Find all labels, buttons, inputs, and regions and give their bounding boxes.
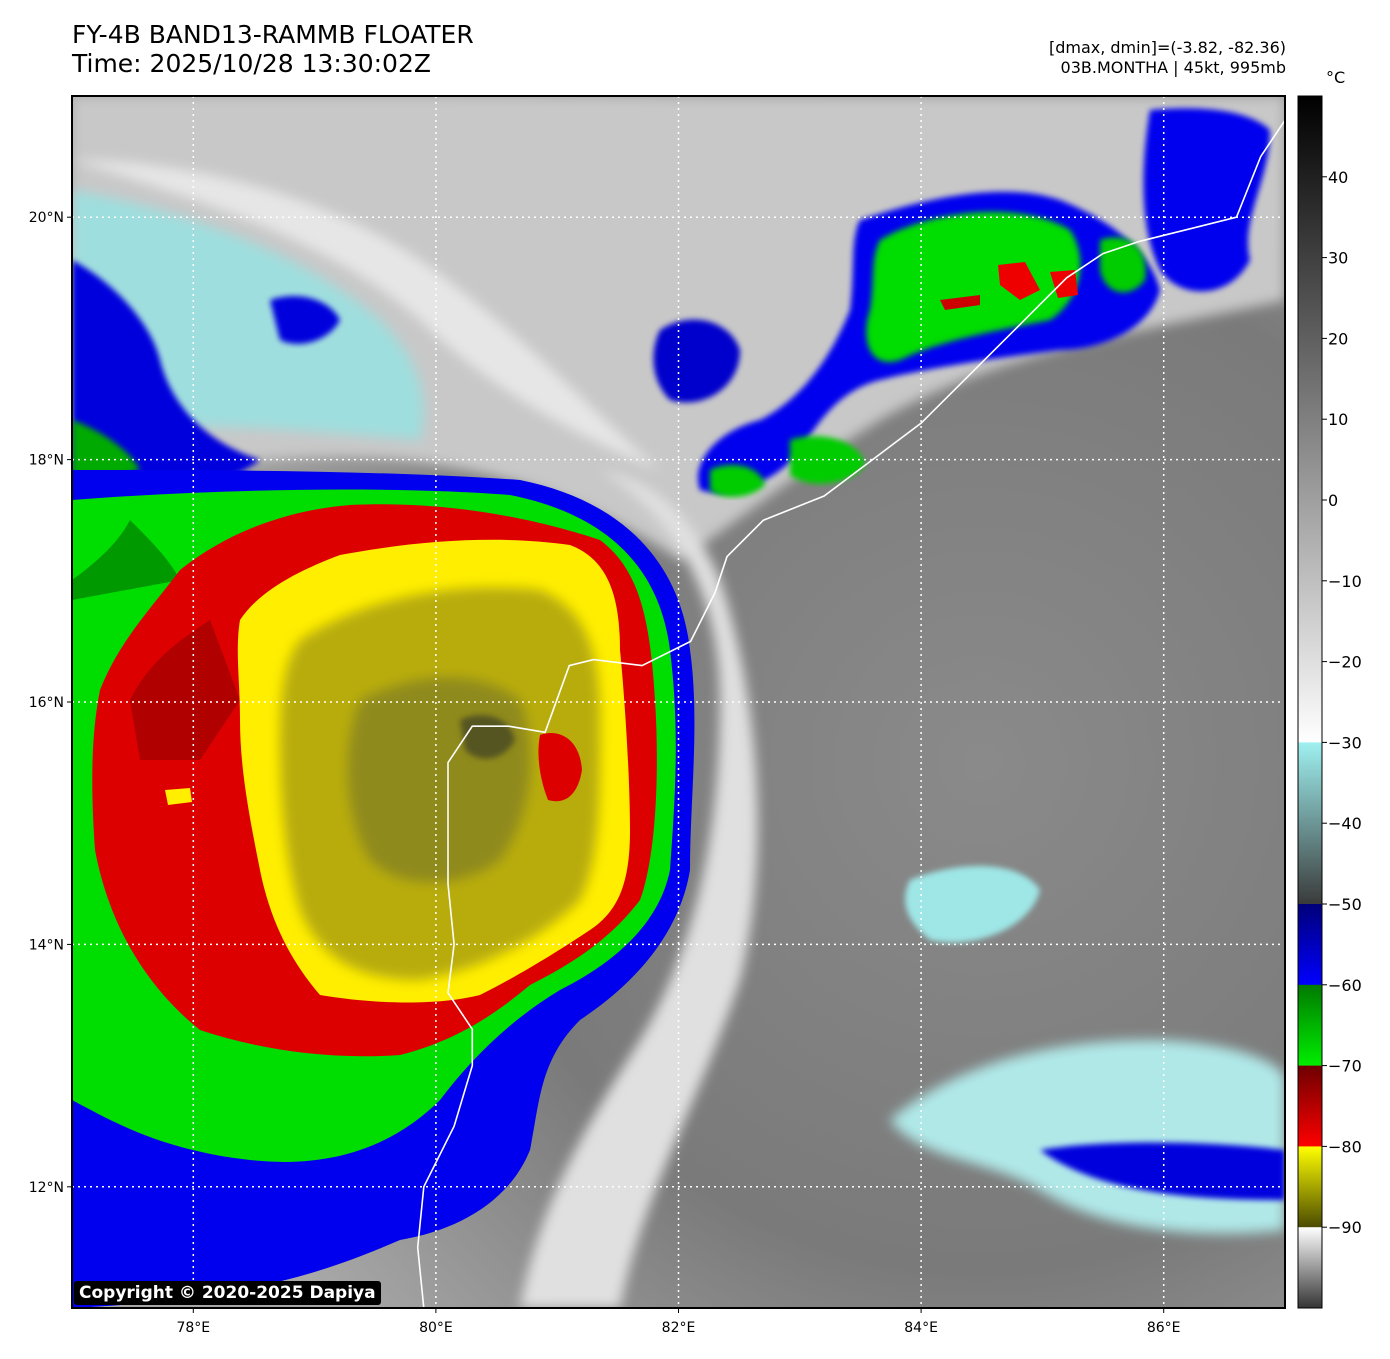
colorbar-tick-label: −50	[1328, 895, 1362, 914]
ir-imagery	[72, 96, 1285, 1308]
storm-info: [dmax, dmin]=(-3.82, -82.36) 03B.MONTHA …	[1049, 38, 1286, 78]
colorbar-segment	[1298, 1146, 1322, 1228]
colorbar-tick-label: 10	[1328, 410, 1348, 429]
colorbar-tick-label: 30	[1328, 249, 1348, 268]
y-tick-label: 16°N	[29, 695, 64, 711]
y-tick-label: 20°N	[29, 210, 64, 226]
colorbar-tick-label: 20	[1328, 329, 1348, 348]
title-line-2: Time: 2025/10/28 13:30:02Z	[72, 49, 431, 78]
colorbar-tick-label: −20	[1328, 653, 1362, 672]
colorbar-segment	[1298, 96, 1322, 743]
colorbar-tick-label: −10	[1328, 572, 1362, 591]
coastline	[416, 119, 1285, 1308]
title-line-1: FY-4B BAND13-RAMMB FLOATER	[72, 20, 474, 49]
colorbar-segment	[1298, 742, 1322, 905]
colorbar-segment	[1298, 1227, 1322, 1309]
x-tick-label: 80°E	[419, 1320, 453, 1336]
chart-title: FY-4B BAND13-RAMMB FLOATER Time: 2025/10…	[72, 20, 474, 78]
colorbar-tick-label: −30	[1328, 733, 1362, 752]
colorbar-segment	[1298, 904, 1322, 986]
colorbar-tick-label: −40	[1328, 814, 1362, 833]
x-tick-label: 82°E	[662, 1320, 696, 1336]
colorbar-tick-label: −60	[1328, 976, 1362, 995]
y-tick-label: 12°N	[29, 1180, 64, 1196]
x-axis-ticks: 78°E 80°E 82°E 84°E 86°E	[176, 1308, 1181, 1336]
colorbar-tick-label: −90	[1328, 1218, 1362, 1237]
colorbar-segment	[1298, 1065, 1322, 1147]
colorbar-tick-label: −80	[1328, 1137, 1362, 1156]
copyright-label: Copyright © 2020-2025 Dapiya	[74, 1281, 381, 1305]
gridlines	[72, 96, 1285, 1308]
x-tick-label: 86°E	[1147, 1320, 1181, 1336]
colorbar-ticks: 40 30 20 10 0 −10 −20 −30 −40 −50 −60 −70 −80 −90	[1322, 168, 1362, 1237]
y-axis-ticks: 20°N 18°N 16°N 14°N 12°N	[29, 210, 72, 1196]
colorbar-unit: °C	[1326, 68, 1346, 87]
colorbar-tick-label: −70	[1328, 1057, 1362, 1076]
colorbar-frame	[1297, 95, 1323, 1309]
colorbar-tick-label: 0	[1328, 491, 1338, 510]
y-tick-label: 18°N	[29, 453, 64, 469]
y-tick-label: 14°N	[29, 937, 64, 953]
colorbar	[1298, 96, 1322, 1309]
colorbar-tick-label: 40	[1328, 168, 1348, 187]
x-tick-label: 84°E	[904, 1320, 938, 1336]
colorbar-segment	[1298, 984, 1322, 1067]
x-tick-label: 78°E	[176, 1320, 210, 1336]
dmax-dmin-text: [dmax, dmin]=(-3.82, -82.36)	[1048, 38, 1286, 57]
storm-name-intensity: 03B.MONTHA | 45kt, 995mb	[1060, 58, 1286, 77]
